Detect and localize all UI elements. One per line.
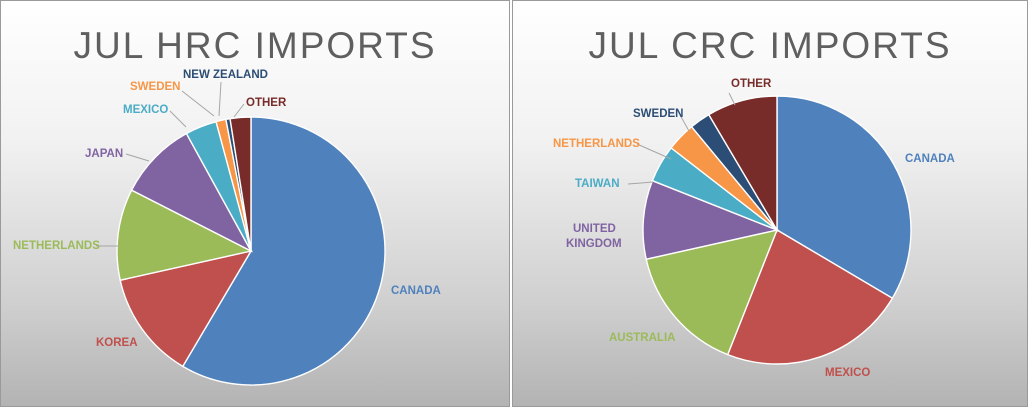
- leader-line-other: [728, 92, 736, 106]
- leader-line-sweden: [679, 114, 690, 132]
- pie-slice-japan: [130, 132, 253, 253]
- pie-slice-mexico: [726, 228, 894, 365]
- leader-line-netherlands: [636, 143, 672, 160]
- slice-label-australia: AUSTRALIA: [609, 332, 675, 344]
- slice-label-sweden: SWEDEN: [633, 108, 683, 120]
- slice-label-korea: KOREA: [96, 337, 138, 349]
- leader-line-other: [233, 103, 245, 118]
- slice-label-canada: CANADA: [905, 153, 955, 165]
- crc-pie-chart: CANADA MEXICO AUSTRALIA UNITED KINGDOM TAIWAN…: [553, 78, 955, 379]
- leader-line-sweden: [181, 90, 215, 117]
- slice-label-other: OTHER: [246, 97, 287, 109]
- slice-label-united-kingdom: UNITED KINGDOM: [566, 223, 622, 250]
- hrc-pie-chart: CANADA KOREA NETHERLANDS JAPAN MEXICO SWEDENN…: [13, 69, 441, 386]
- chart-title: JUL CRC IMPORTS: [588, 25, 952, 66]
- slice-label-taiwan: TAIWAN: [575, 178, 620, 190]
- pie-slice-korea: [119, 249, 253, 368]
- leader-line-new-zealand: [218, 81, 222, 117]
- slice-label-netherlands: NETHERLANDS: [553, 138, 640, 150]
- slice-label-other: OTHER: [731, 78, 772, 90]
- slice-label-japan: JAPAN: [85, 148, 123, 160]
- leader-line-japan: [125, 153, 150, 162]
- pie-slice-other: [229, 116, 252, 252]
- pie-slice-australia: [645, 229, 779, 356]
- slice-label-new-zealand: NEW ZEALAND: [183, 69, 268, 81]
- pie-slice-canada: [181, 116, 386, 386]
- pie-slice-other: [707, 95, 778, 233]
- crc-imports-panel: JUL CRC IMPORTS CANADA MEXICO AUSTRALIA UNI…: [512, 0, 1028, 407]
- hrc-imports-panel: JUL HRC IMPORTS CANADA KOREA NETHERLANDS JA…: [0, 0, 510, 407]
- pie-slice-netherlands: [116, 189, 254, 282]
- leader-line-taiwan: [627, 181, 654, 185]
- pie-slice-canada: [776, 95, 912, 300]
- slice-label-mexico: MEXICO: [825, 367, 870, 379]
- chart-title: JUL HRC IMPORTS: [73, 25, 437, 66]
- slice-label-mexico: MEXICO: [123, 104, 168, 116]
- slice-label-canada: CANADA: [391, 285, 441, 297]
- leader-line-mexico: [169, 110, 187, 128]
- slice-label-netherlands: NETHERLANDS: [13, 240, 100, 252]
- slice-label-sweden: SWEDEN: [130, 81, 180, 93]
